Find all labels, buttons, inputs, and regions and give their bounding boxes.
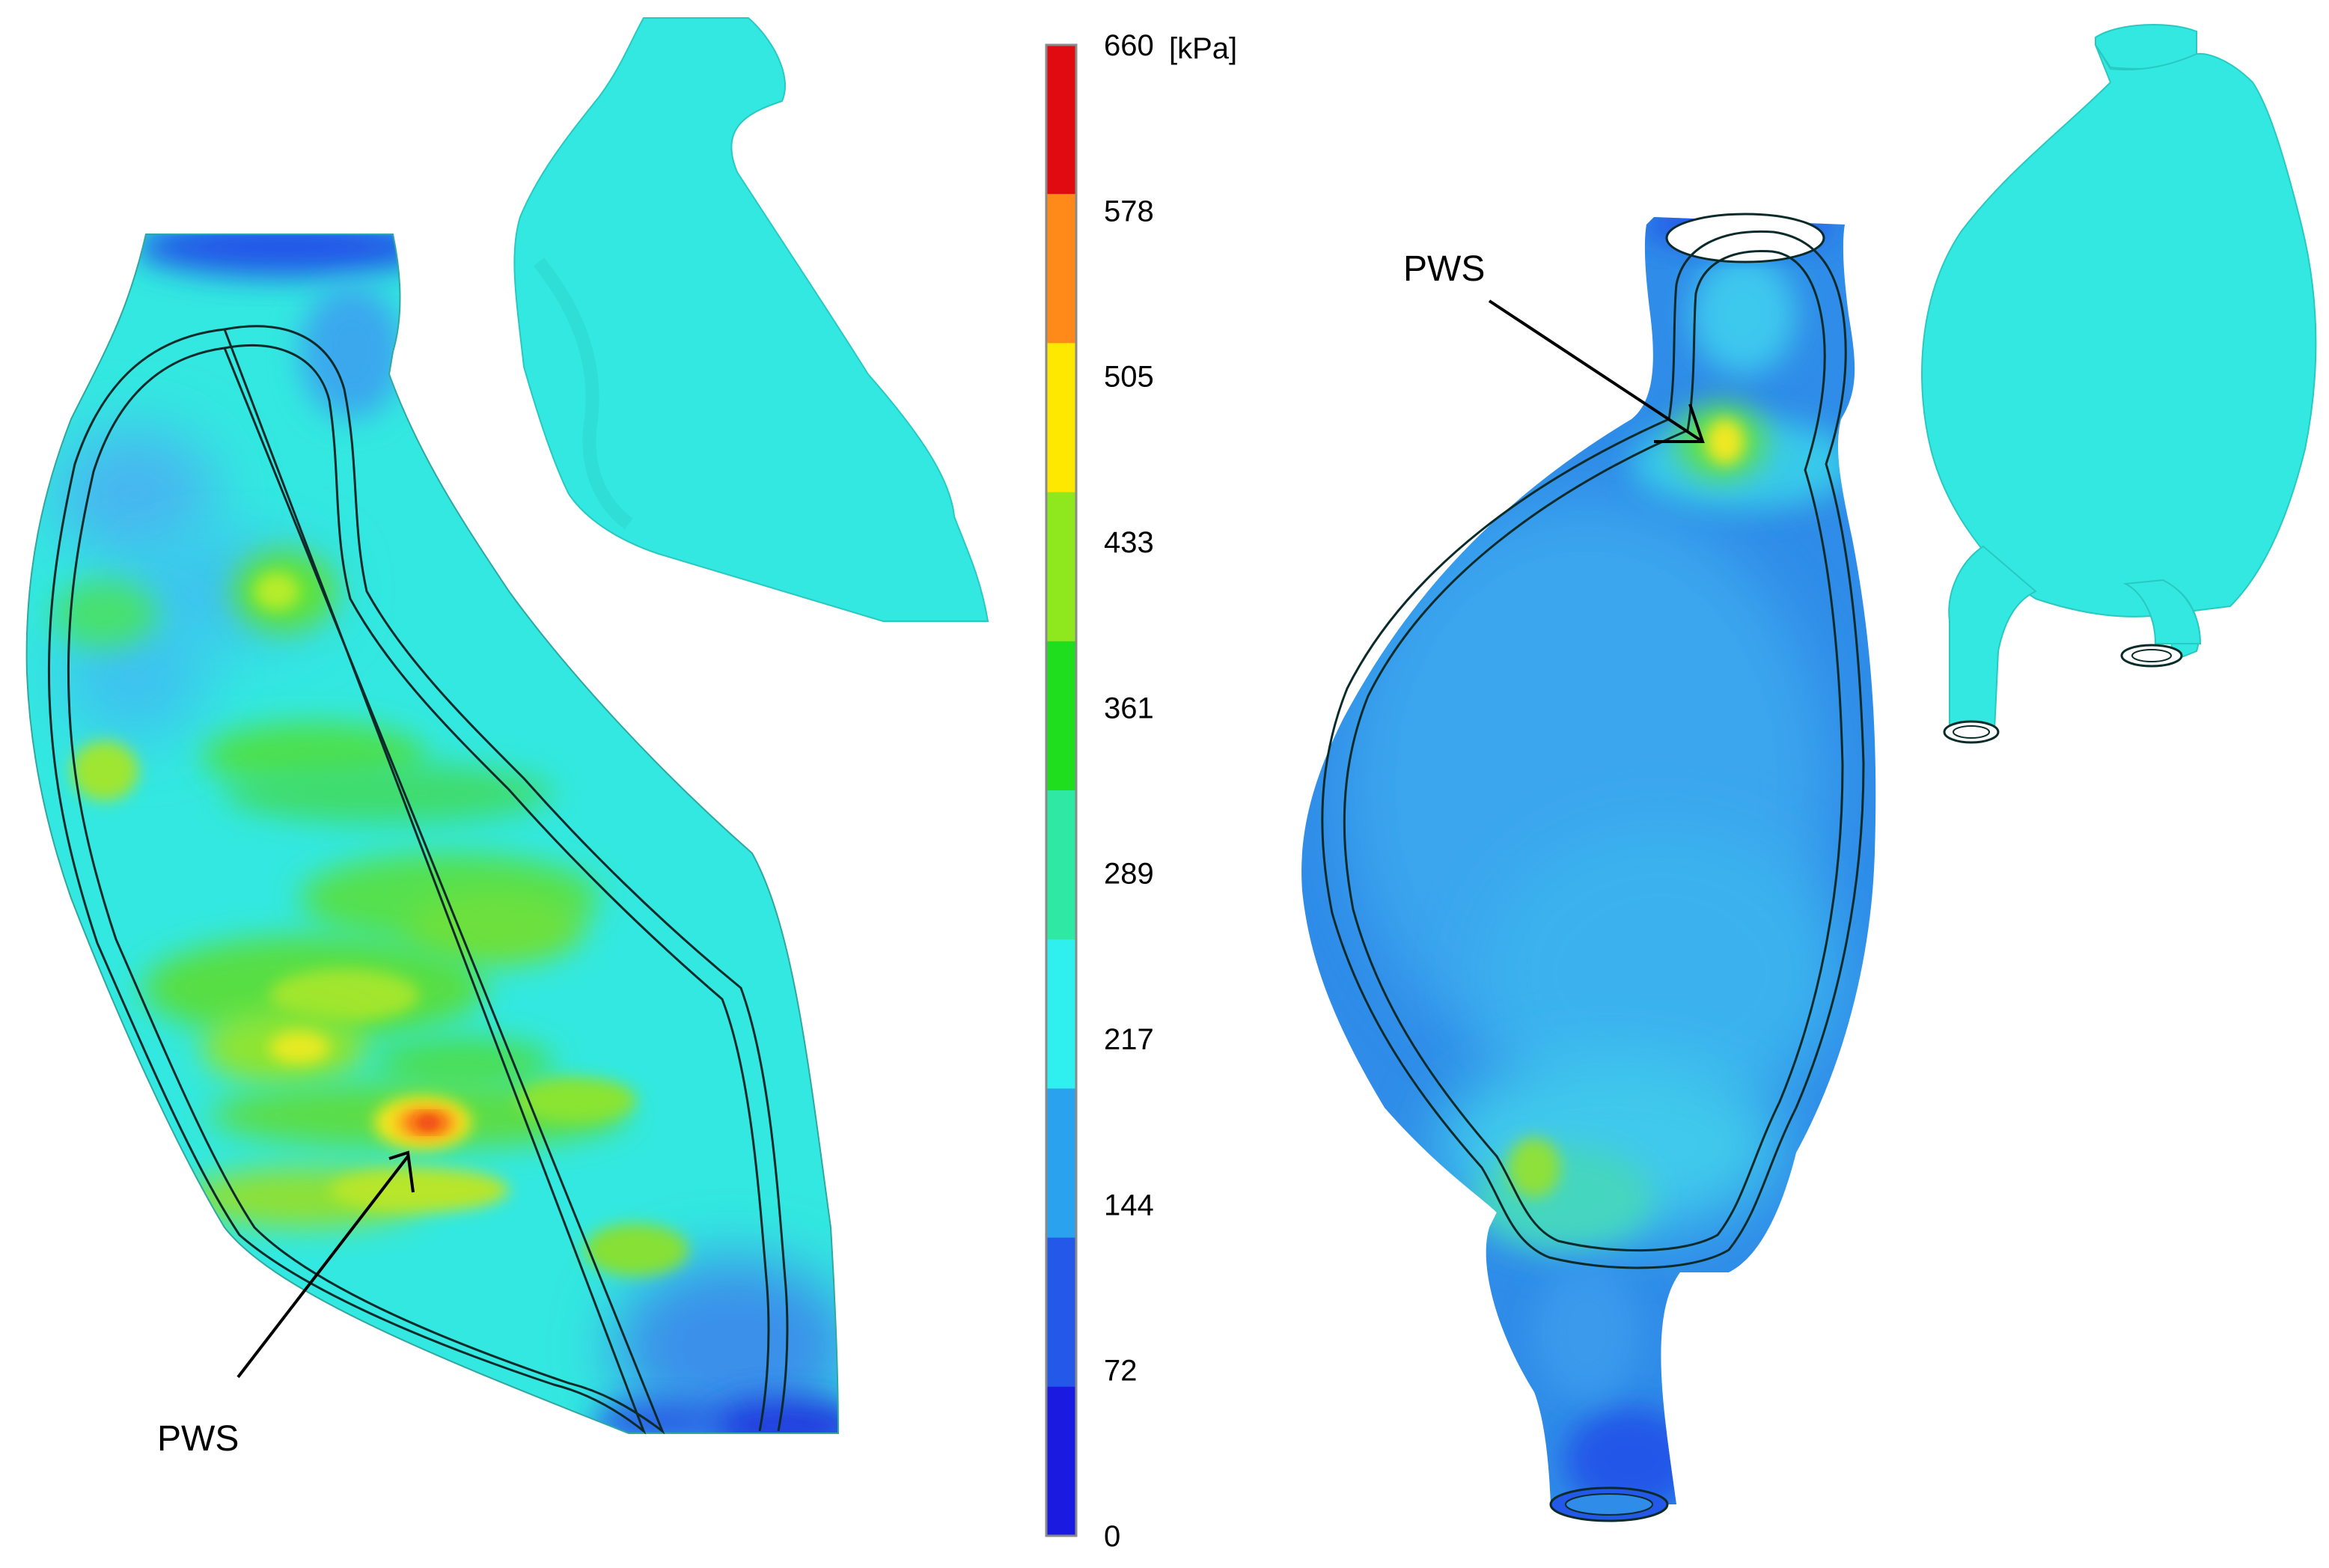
colorbar-segment [1046, 1386, 1076, 1537]
colorbar-tick-label: 0 [1104, 1520, 1120, 1553]
left-pws-annotation: PWS [157, 1150, 415, 1459]
colorbar-segment [1046, 343, 1076, 493]
colorbar-frame [1045, 43, 1078, 1537]
colorbar-segment [1046, 1237, 1076, 1388]
right-pws-annotation: PWS [1403, 249, 1705, 443]
left-pws-label: PWS [157, 1419, 239, 1459]
colorbar-tick-label: 289 [1104, 858, 1154, 891]
colorbar-segment [1046, 1088, 1076, 1239]
colorbar-segment [1046, 45, 1076, 195]
colorbar: 660 578 505 433 361 289 217 144 72 0 [kPa] [1045, 29, 1237, 1553]
colorbar-tick-label: 578 [1104, 195, 1154, 228]
right-aneurysm-3d-view [1921, 23, 2317, 744]
colorbar-tick-label: 72 [1104, 1355, 1138, 1388]
colorbar-segment [1046, 194, 1076, 344]
colorbar-tick-label: 361 [1104, 692, 1154, 724]
colorbar-tick-label: 660 [1104, 29, 1154, 62]
right-aneurysm-section [1301, 213, 1876, 1522]
colorbar-tick-label: 433 [1104, 526, 1154, 559]
right-wall-inner-contour [1343, 249, 1844, 1252]
colorbar-unit-label: [kPa] [1169, 32, 1237, 65]
colorbar-segment [1046, 939, 1076, 1090]
right-wall-outer-contour [1321, 230, 1865, 1269]
colorbar-tick-label: 217 [1104, 1023, 1154, 1056]
left-wall-inner-contour [67, 344, 770, 1435]
right-arrow-icon [1488, 299, 1704, 443]
colorbar-segments [1046, 45, 1076, 1537]
right-pws-label: PWS [1403, 249, 1485, 289]
colorbar-segment [1046, 492, 1076, 642]
left-arrow-icon [236, 1155, 409, 1379]
left-wall-outer-contour [47, 325, 789, 1435]
colorbar-segment [1046, 790, 1076, 941]
colorbar-tick-label: 144 [1104, 1189, 1154, 1221]
colorbar-segment [1046, 641, 1076, 791]
left-aorta-3d-view [513, 17, 989, 622]
colorbar-tick-label: 505 [1104, 361, 1154, 394]
colorbar-tick-labels: 660 578 505 433 361 289 217 144 72 0 [1104, 29, 1154, 1553]
